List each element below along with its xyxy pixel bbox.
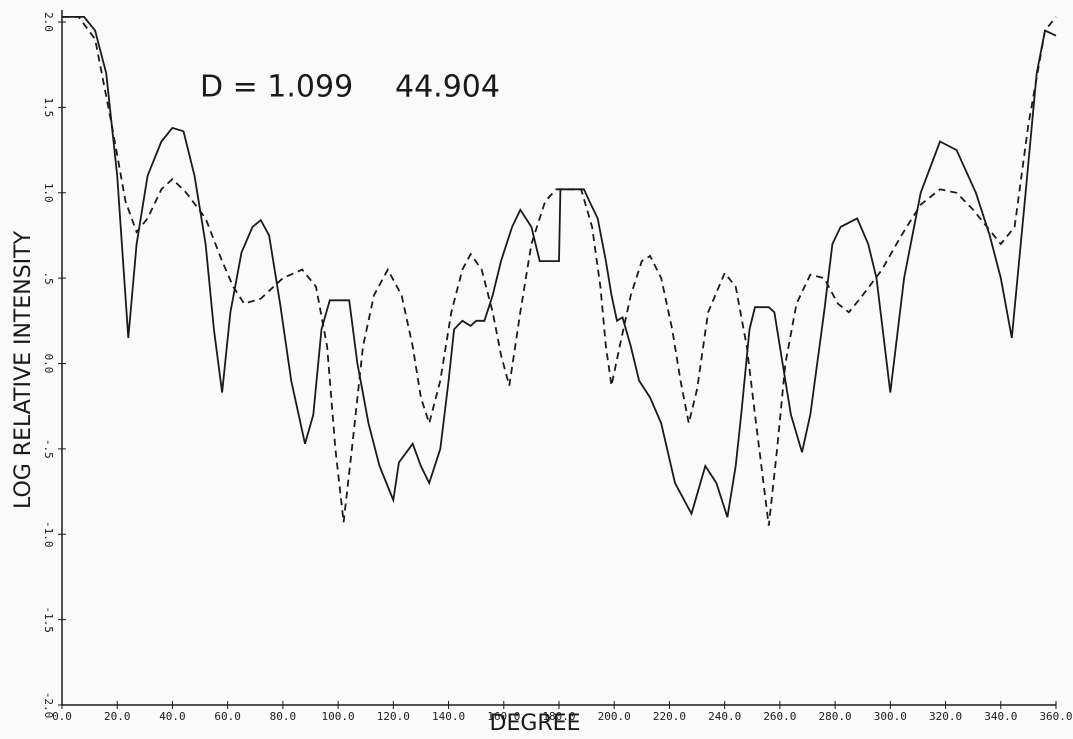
- x-tick-label: 320.0: [929, 710, 962, 723]
- x-tick-label: 80.0: [270, 710, 297, 723]
- x-tick-label: 340.0: [984, 710, 1017, 723]
- annotation: 44.904: [395, 70, 500, 105]
- x-tick-label: 20.0: [104, 710, 131, 723]
- y-tick-label: 2.0: [42, 12, 55, 32]
- x-tick-label: 180.0: [542, 710, 575, 723]
- y-axis-label: LOG RELATIVE INTENSITY: [11, 230, 36, 509]
- y-tick-label: 1.0: [42, 183, 55, 203]
- x-tick-label: 160.0: [487, 710, 520, 723]
- y-tick-label: -1.5: [42, 606, 55, 633]
- x-tick-label: 100.0: [322, 710, 355, 723]
- y-tick-label: 1.5: [42, 97, 55, 117]
- x-tick-label: 0.0: [52, 710, 72, 723]
- data-line: [62, 15, 1057, 526]
- x-tick-label: 120.0: [377, 710, 410, 723]
- annotation: D = 1.099: [200, 70, 353, 105]
- y-tick-label: .5: [42, 272, 55, 285]
- data-line: [62, 15, 1057, 518]
- y-tick-label: -1.0: [42, 521, 55, 548]
- y-tick-label: -2.0: [42, 692, 55, 719]
- x-tick-label: 40.0: [159, 710, 186, 723]
- x-tick-label: 300.0: [874, 710, 907, 723]
- x-tick-label: 280.0: [819, 710, 852, 723]
- x-axis-label: DEGREE: [490, 711, 581, 736]
- y-tick-label: 0.0: [42, 354, 55, 374]
- y-tick-label: -.5: [42, 439, 55, 459]
- x-tick-label: 240.0: [708, 710, 741, 723]
- x-tick-label: 260.0: [763, 710, 796, 723]
- x-tick-label: 200.0: [598, 710, 631, 723]
- x-tick-label: 360.0: [1039, 710, 1072, 723]
- x-tick-label: 60.0: [214, 710, 241, 723]
- x-tick-label: 220.0: [653, 710, 686, 723]
- x-tick-label: 140.0: [432, 710, 465, 723]
